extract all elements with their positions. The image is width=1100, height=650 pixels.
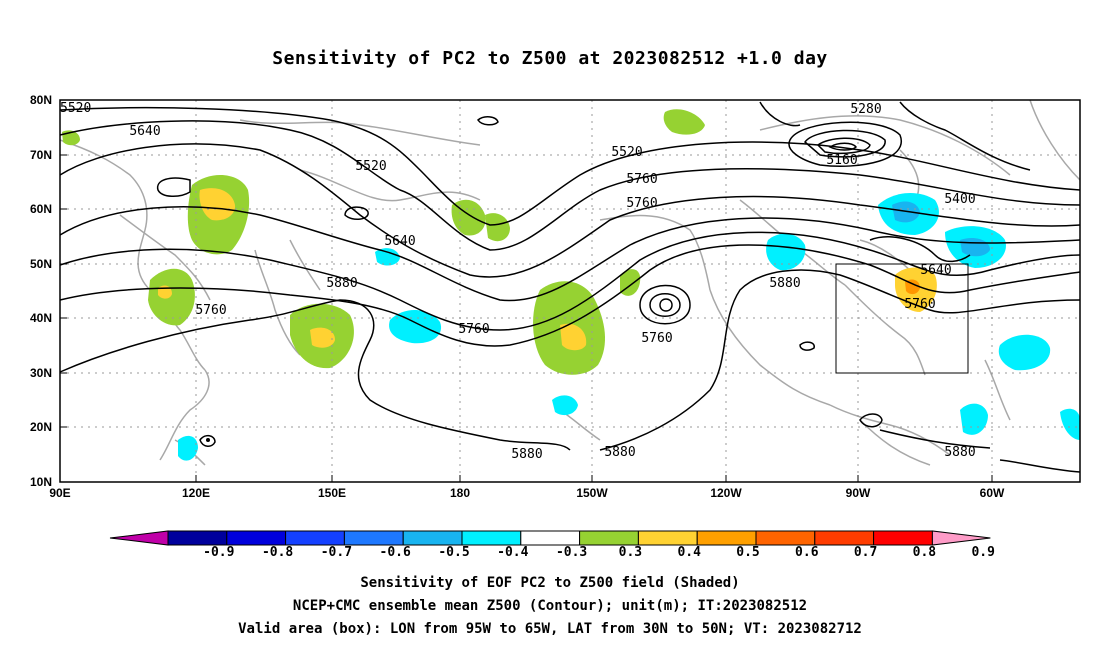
colorbar-swatch <box>226 530 287 546</box>
longitude-labels: 90E 120E 150E 180 150W 120W 90W 60W <box>49 486 1005 500</box>
contour-label: 5760 <box>641 331 672 346</box>
colorbar-swatch <box>873 530 933 546</box>
colorbar-swatch <box>285 530 345 546</box>
lat-label: 20N <box>30 420 52 434</box>
lat-label: 10N <box>30 475 52 489</box>
lon-label: 60W <box>980 486 1005 500</box>
contour-label: 5400 <box>944 192 975 207</box>
colorbar: -0.9 -0.8 -0.7 -0.6 -0.5 -0.4 -0.3 0.3 0.4 0.5 0.6… <box>109 530 995 560</box>
colorbar-swatch <box>461 530 522 546</box>
contour-label: 5760 <box>195 303 226 318</box>
map-frame <box>59 99 1081 483</box>
colorbar-label: -0.7 <box>321 545 352 560</box>
colorbar-swatch <box>167 530 228 546</box>
contour-label: 5640 <box>384 234 415 249</box>
colorbar-label: 0.6 <box>795 545 819 560</box>
colorbar-label: -0.9 <box>203 545 234 560</box>
caption-line-3: Valid area (box): LON from 95W to 65W, L… <box>238 621 862 637</box>
axis-ticks <box>60 99 993 482</box>
colorbar-label: -0.8 <box>262 545 293 560</box>
colorbar-swatch <box>520 530 581 546</box>
lon-label: 150E <box>318 486 346 500</box>
lon-label: 90W <box>846 486 871 500</box>
contour-label: 5640 <box>920 263 951 278</box>
caption-line-2: NCEP+CMC ensemble mean Z500 (Contour); u… <box>292 598 808 614</box>
contour-label: 5760 <box>904 297 935 312</box>
contour-label: 5880 <box>944 445 975 460</box>
colorbar-swatch <box>402 530 463 546</box>
contour-label: 5520 <box>60 101 91 116</box>
contour-label: 5880 <box>511 447 542 462</box>
contour-label: 5880 <box>769 276 800 291</box>
lon-label: 150W <box>576 486 608 500</box>
plot-title: Sensitivity of PC2 to Z500 at 2023082512… <box>272 48 828 69</box>
colorbar-label: 0.9 <box>971 545 994 560</box>
z500-contours <box>59 101 1081 473</box>
contour-label: 5520 <box>355 159 386 174</box>
contour-label: 5760 <box>458 322 489 337</box>
colorbar-swatch <box>343 530 404 546</box>
colorbar-label: 0.4 <box>677 545 701 560</box>
latitude-labels: 80N 70N 60N 50N 40N 30N 20N 10N <box>30 93 52 489</box>
colorbar-extend-high <box>931 530 991 546</box>
colorbar-swatch <box>637 530 698 546</box>
colorbar-label: 0.7 <box>854 545 877 560</box>
colorbar-label: 0.8 <box>913 545 937 560</box>
lat-label: 50N <box>30 257 52 271</box>
colorbar-swatch <box>579 530 639 546</box>
lat-label: 40N <box>30 311 52 325</box>
contour-label: 5760 <box>626 172 657 187</box>
graticule <box>60 100 1080 482</box>
lat-label: 70N <box>30 148 52 162</box>
colorbar-label: 0.5 <box>736 545 759 560</box>
lon-label: 120E <box>182 486 210 500</box>
lon-label: 90E <box>49 486 70 500</box>
lon-label: 180 <box>450 486 470 500</box>
colorbar-label: -0.4 <box>497 545 528 560</box>
colorbar-label: -0.6 <box>380 545 411 560</box>
contour-label: 5760 <box>626 196 657 211</box>
colorbar-swatch <box>814 530 875 546</box>
colorbar-label: 0.3 <box>619 545 642 560</box>
colorbar-label: -0.5 <box>438 545 469 560</box>
lat-label: 80N <box>30 93 52 107</box>
contour-labels: 5520 5640 5520 5520 5640 5760 5880 5760 … <box>60 101 976 462</box>
contour-label: 5880 <box>326 276 357 291</box>
contour-label: 5640 <box>129 124 160 139</box>
lat-label: 60N <box>30 202 52 216</box>
lon-label: 120W <box>710 486 742 500</box>
lat-label: 30N <box>30 366 52 380</box>
marker-dot <box>206 438 210 442</box>
colorbar-extend-low <box>109 530 169 546</box>
sensitivity-shading <box>62 109 1080 461</box>
caption-line-1: Sensitivity of EOF PC2 to Z500 field (Sh… <box>360 575 740 591</box>
contour-label: 5280 <box>850 102 881 117</box>
contour-label: 5520 <box>611 145 642 160</box>
colorbar-label: -0.3 <box>556 545 587 560</box>
colorbar-swatch <box>696 530 757 546</box>
contour-label: 5880 <box>604 445 635 460</box>
contour-label: 5160 <box>826 153 857 168</box>
valid-area-box <box>835 263 969 374</box>
colorbar-swatch <box>755 530 816 546</box>
